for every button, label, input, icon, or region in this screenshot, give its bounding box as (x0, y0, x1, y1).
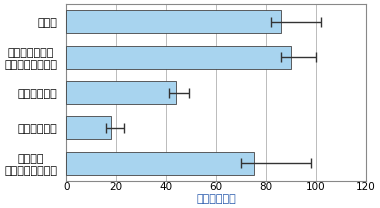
Bar (66, 152, 253, 175)
X-axis label: かたさ（％）: かたさ（％） (196, 194, 236, 204)
Bar (66, 116, 111, 140)
Bar (66, 81, 176, 104)
Bar (66, 46, 291, 69)
Bar (66, 10, 281, 33)
